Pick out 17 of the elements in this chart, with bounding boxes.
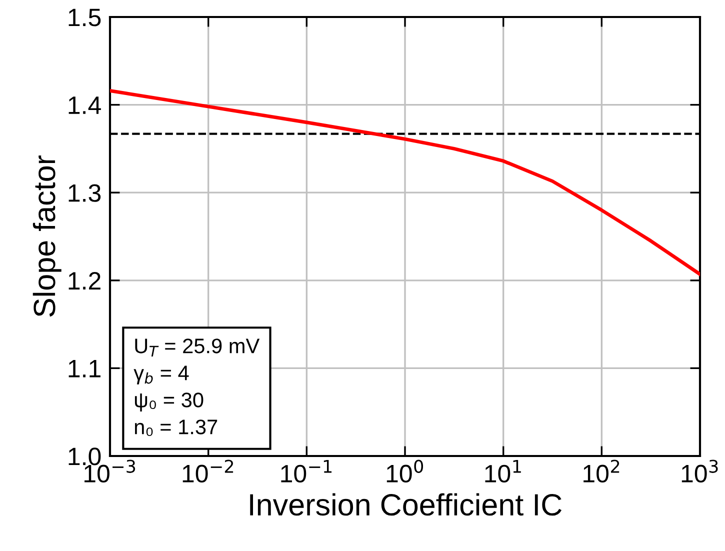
- x-tick-label: 10$^{0}$: [386, 460, 424, 483]
- annotation: ψ₀ = 30: [134, 392, 204, 412]
- x-tick-label: 10$^{2}$: [584, 460, 620, 483]
- x-tick-label: 10$^{−1}$: [281, 460, 332, 483]
- annotation: n₀ = 1.37: [134, 420, 218, 436]
- annotation: γ$_{b}$ = 4: [134, 366, 189, 384]
- y-tick-label: 1.5: [68, 8, 101, 26]
- annotation: U$_{T}$ = 25.9 mV: [135, 338, 260, 357]
- y-tick-label: 1.1: [68, 360, 100, 378]
- x-axis-title: Inversion Coefficient IC: [250, 493, 562, 516]
- y-tick-label: 1.3: [68, 184, 101, 202]
- x-tick-label: 10$^{1}$: [485, 460, 521, 483]
- y-tick-label: 1.4: [68, 96, 101, 114]
- x-tick-label: 10$^{3}$: [682, 460, 718, 483]
- y-axis-title: Slope factor: [32, 155, 62, 317]
- y-tick-label: 1.2: [68, 272, 100, 290]
- x-tick-label: 10$^{−2}$: [182, 460, 234, 483]
